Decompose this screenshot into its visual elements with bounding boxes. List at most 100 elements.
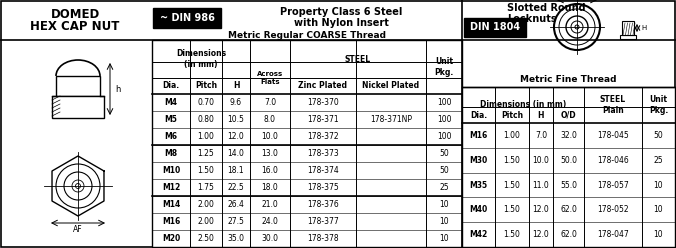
Text: Pitch: Pitch <box>501 111 523 120</box>
Text: 178-377: 178-377 <box>307 217 339 226</box>
Text: with Nylon Insert: with Nylon Insert <box>294 18 389 28</box>
Text: 35.0: 35.0 <box>228 234 245 243</box>
Text: 12.0: 12.0 <box>533 205 550 214</box>
Text: 50.0: 50.0 <box>560 156 577 165</box>
Text: 10: 10 <box>654 230 663 239</box>
Text: Metric Regular COARSE Thread: Metric Regular COARSE Thread <box>228 31 386 39</box>
Text: 50: 50 <box>654 131 663 140</box>
Text: 0.80: 0.80 <box>197 115 214 124</box>
Text: 178-376: 178-376 <box>307 200 339 209</box>
Text: M8: M8 <box>164 149 178 158</box>
Text: 55.0: 55.0 <box>560 181 577 189</box>
Text: Dia.: Dia. <box>162 82 180 91</box>
Text: 7.0: 7.0 <box>264 98 276 107</box>
Text: 178-372: 178-372 <box>307 132 339 141</box>
Text: 12.0: 12.0 <box>228 132 245 141</box>
Text: STEEL: STEEL <box>345 55 371 63</box>
Text: 11.0: 11.0 <box>533 181 550 189</box>
Text: 9.6: 9.6 <box>230 98 242 107</box>
Text: Zinc Plated: Zinc Plated <box>299 82 347 91</box>
Text: 25: 25 <box>439 183 449 192</box>
Text: M12: M12 <box>162 183 180 192</box>
Text: 12.0: 12.0 <box>533 230 550 239</box>
Text: 10.5: 10.5 <box>228 115 245 124</box>
Text: Pitch: Pitch <box>195 82 217 91</box>
Text: STEEL
Plain: STEEL Plain <box>600 95 626 115</box>
Text: M42: M42 <box>469 230 487 239</box>
Bar <box>153 8 221 28</box>
Text: Locknuts: Locknuts <box>507 14 556 24</box>
Text: 1.50: 1.50 <box>504 181 521 189</box>
Bar <box>52 96 104 118</box>
Text: 178-046: 178-046 <box>597 156 629 165</box>
Text: Unit
Pkg.: Unit Pkg. <box>435 57 454 77</box>
Text: 100: 100 <box>437 98 452 107</box>
Text: H: H <box>537 111 544 120</box>
Text: Dimensions (in mm): Dimensions (in mm) <box>480 100 566 110</box>
Text: 25: 25 <box>654 156 663 165</box>
Text: Across
Flats: Across Flats <box>257 71 283 85</box>
Text: 10: 10 <box>439 217 449 226</box>
Text: 1.25: 1.25 <box>197 149 214 158</box>
Text: Dimensions
(in mm): Dimensions (in mm) <box>176 49 226 69</box>
Text: M35: M35 <box>469 181 487 189</box>
Text: 1.50: 1.50 <box>504 156 521 165</box>
Text: 178-373: 178-373 <box>307 149 339 158</box>
Text: 50: 50 <box>439 166 449 175</box>
Text: Metric Fine Thread: Metric Fine Thread <box>521 75 617 85</box>
Text: Unit
Pkg.: Unit Pkg. <box>649 95 668 115</box>
Text: 1.50: 1.50 <box>197 166 214 175</box>
Text: 62.0: 62.0 <box>560 205 577 214</box>
Text: M20: M20 <box>162 234 180 243</box>
Text: 100: 100 <box>437 115 452 124</box>
Text: Property Class 6 Steel: Property Class 6 Steel <box>281 7 403 17</box>
Text: 1.00: 1.00 <box>197 132 214 141</box>
Text: 50: 50 <box>439 149 449 158</box>
Text: 16.0: 16.0 <box>262 166 279 175</box>
Text: 18.1: 18.1 <box>228 166 244 175</box>
Bar <box>464 18 526 37</box>
Text: 22.5: 22.5 <box>228 183 245 192</box>
Text: 8.0: 8.0 <box>264 115 276 124</box>
Text: M10: M10 <box>162 166 180 175</box>
Text: 30.0: 30.0 <box>262 234 279 243</box>
Text: 10: 10 <box>439 234 449 243</box>
Text: 1.75: 1.75 <box>197 183 214 192</box>
Text: M6: M6 <box>164 132 178 141</box>
Text: 21.0: 21.0 <box>262 200 279 209</box>
Text: M16: M16 <box>162 217 180 226</box>
Text: 2.00: 2.00 <box>197 200 214 209</box>
Text: 32.0: 32.0 <box>560 131 577 140</box>
Bar <box>56 76 100 96</box>
Text: 7.0: 7.0 <box>535 131 547 140</box>
Bar <box>620 35 636 39</box>
Text: 178-370: 178-370 <box>307 98 339 107</box>
Text: 2.50: 2.50 <box>197 234 214 243</box>
Text: h: h <box>115 85 120 93</box>
Text: DIN 1804: DIN 1804 <box>470 23 520 32</box>
Text: DOMED: DOMED <box>51 7 99 21</box>
Text: 178-374: 178-374 <box>307 166 339 175</box>
Text: 10.0: 10.0 <box>533 156 550 165</box>
Text: O/D: O/D <box>560 111 577 120</box>
Text: 1.00: 1.00 <box>504 131 521 140</box>
Text: 2.00: 2.00 <box>197 217 214 226</box>
Text: 178-045: 178-045 <box>597 131 629 140</box>
Text: M16: M16 <box>469 131 487 140</box>
Text: M40: M40 <box>469 205 487 214</box>
Text: 100: 100 <box>437 132 452 141</box>
Text: 62.0: 62.0 <box>560 230 577 239</box>
Text: 1.50: 1.50 <box>504 230 521 239</box>
Text: 10: 10 <box>654 205 663 214</box>
Text: M14: M14 <box>162 200 180 209</box>
Text: 10: 10 <box>439 200 449 209</box>
Text: M5: M5 <box>164 115 177 124</box>
Text: 13.0: 13.0 <box>262 149 279 158</box>
Text: 27.5: 27.5 <box>228 217 245 226</box>
Bar <box>152 40 462 247</box>
Text: 14.0: 14.0 <box>228 149 245 158</box>
Text: M4: M4 <box>164 98 178 107</box>
Text: 178-057: 178-057 <box>597 181 629 189</box>
Text: 26.4: 26.4 <box>228 200 245 209</box>
Text: HEX CAP NUT: HEX CAP NUT <box>30 20 120 32</box>
